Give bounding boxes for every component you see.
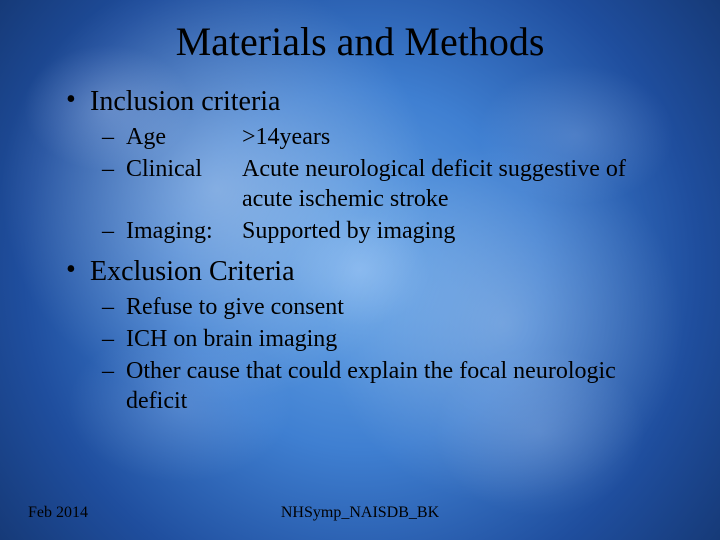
sub-imaging-label: Imaging:: [126, 216, 236, 246]
sub-refuse-text: Refuse to give consent: [126, 294, 344, 320]
sub-ich-text: ICH on brain imaging: [126, 326, 337, 352]
sub-clinical: Clinical Acute neurological deficit sugg…: [100, 154, 680, 214]
sub-imaging-value: Supported by imaging: [242, 216, 642, 246]
slide-body: Inclusion criteria Age >14years Clinical…: [60, 80, 680, 418]
sub-age: Age >14years: [100, 122, 680, 152]
sub-imaging: Imaging: Supported by imaging: [100, 216, 680, 246]
sub-other: Other cause that could explain the focal…: [100, 356, 680, 416]
sub-other-text: Other cause that could explain the focal…: [126, 358, 616, 414]
footer-code: NHSymp_NAISDB_BK: [0, 504, 720, 522]
slide-title: Materials and Methods: [0, 18, 720, 65]
sub-ich: ICH on brain imaging: [100, 324, 680, 354]
slide: Materials and Methods Inclusion criteria…: [0, 0, 720, 540]
sub-clinical-label: Clinical: [126, 154, 236, 184]
sub-refuse: Refuse to give consent: [100, 292, 680, 322]
sub-age-value: >14years: [242, 122, 642, 152]
sub-clinical-value: Acute neurological deficit suggestive of…: [242, 154, 672, 214]
bullet-inclusion: Inclusion criteria: [60, 86, 680, 118]
bullet-exclusion: Exclusion Criteria: [60, 256, 680, 288]
sub-age-label: Age: [126, 122, 236, 152]
